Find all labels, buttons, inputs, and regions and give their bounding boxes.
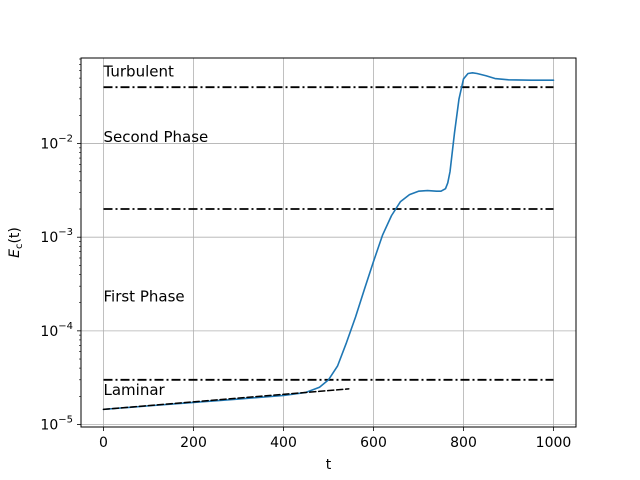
y-tick-base: 10 (40, 137, 58, 153)
annotation-label: Turbulent (103, 63, 174, 81)
y-tick-exponent: −4 (58, 321, 73, 332)
x-tick-label: 1000 (536, 435, 572, 451)
y-tick-label: 10−4 (40, 321, 73, 340)
annotation-label: First Phase (104, 288, 185, 306)
y-tick-exponent: −5 (58, 414, 73, 425)
fit-line (102, 388, 350, 411)
x-tick-label: 200 (180, 435, 207, 451)
x-tick-label: 800 (450, 435, 477, 451)
series-group (102, 71, 555, 411)
plot-area-frame (80, 57, 577, 428)
x-tick-label: 600 (360, 435, 387, 451)
y-tick-exponent: −3 (58, 227, 73, 238)
annotation-label: Laminar (104, 381, 166, 399)
y-tick-base: 10 (40, 417, 58, 433)
y-tick-base: 10 (40, 324, 58, 340)
annotations: Turbulent Second Phase First Phase Laminar (103, 63, 209, 399)
y-tick-base: 10 (40, 230, 58, 246)
y-axis-label-sub: c (14, 244, 25, 250)
x-tick-label: 0 (99, 435, 108, 451)
y-axis-label-main: E (7, 249, 23, 258)
y-tick-label: 10−2 (40, 134, 73, 153)
grid (81, 58, 576, 427)
y-tick-exponent: −2 (58, 134, 73, 145)
y-axis-label: Ec(t) (7, 227, 25, 258)
y-tick-label: 10−5 (40, 414, 73, 433)
x-axis-label: t (326, 457, 332, 473)
y-tick-label: 10−3 (40, 227, 73, 246)
annotation-label: Second Phase (104, 128, 209, 146)
x-tick-label: 400 (270, 435, 297, 451)
y-axis-label-tail: (t) (7, 227, 23, 243)
energy-curve (102, 71, 555, 411)
